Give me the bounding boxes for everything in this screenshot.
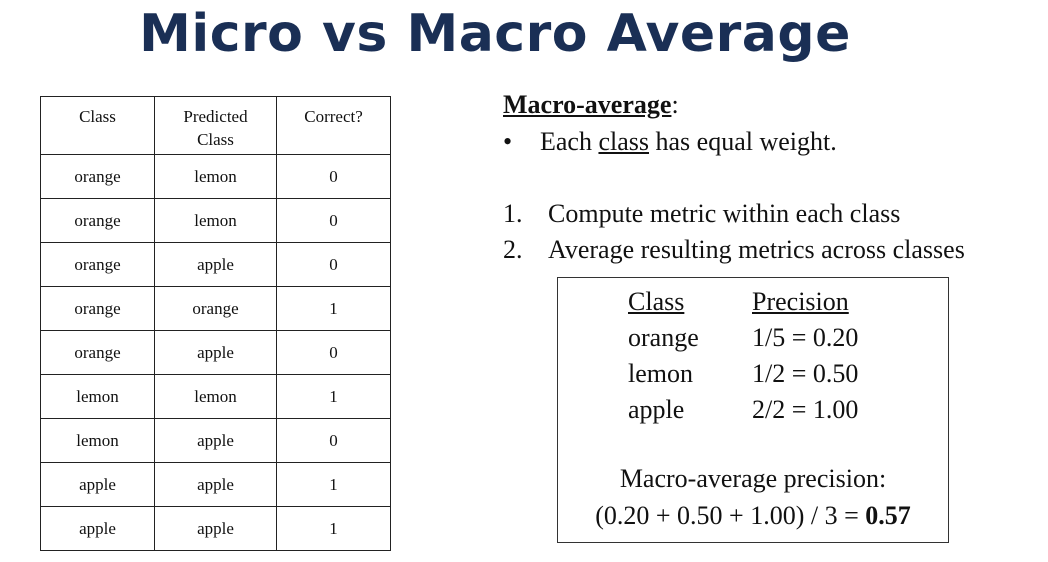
macro-average-precision-label: Macro-average precision: <box>619 464 887 493</box>
cell-correct: 1 <box>276 374 391 419</box>
precision-row-class: orange <box>628 323 699 352</box>
cell-correct: 0 <box>276 154 391 199</box>
bullet-icon: • <box>503 127 513 156</box>
bullet-text-post: has equal weight. <box>655 127 837 156</box>
table-row: apple apple 1 <box>40 462 391 507</box>
cell-class: lemon <box>40 418 155 463</box>
macro-average-heading-text: Macro-average <box>503 90 672 119</box>
macro-average-formula-text: (0.20 + 0.50 + 1.00) / 3 = <box>595 501 859 530</box>
cell-correct: 0 <box>276 330 391 375</box>
cell-predicted-class: apple <box>154 462 277 507</box>
bullet-text-underlined: class <box>598 127 650 156</box>
cell-class: orange <box>40 198 155 243</box>
column-header-correct: Correct? <box>276 96 391 155</box>
cell-class: apple <box>40 506 155 551</box>
macro-average-heading: Macro-average: <box>503 90 679 120</box>
table-row: orange apple 0 <box>40 330 391 375</box>
table-row: orange orange 1 <box>40 286 391 331</box>
table-row: lemon apple 0 <box>40 418 391 463</box>
precision-header-class: Class <box>628 287 685 316</box>
step-1: 1. Compute metric within each class <box>503 199 900 229</box>
step-1-text: Compute metric within each class <box>548 199 901 228</box>
macro-average-formula: (0.20 + 0.50 + 1.00) / 3 = 0.57 <box>558 501 948 531</box>
table-body: orange lemon 0 orange lemon 0 orange apple 0 oran… <box>40 154 391 551</box>
equal-weight-bullet: • Each class has equal weight. <box>503 127 837 157</box>
step-2-text: Average resulting metrics across classes <box>548 235 965 264</box>
table-row: lemon lemon 1 <box>40 374 391 419</box>
cell-class: apple <box>40 462 155 507</box>
precision-table: Class Precision orange 1/5 = 0.20 lemon … <box>628 284 858 428</box>
cell-predicted-class: apple <box>154 242 277 287</box>
cell-predicted-class: lemon <box>154 198 277 243</box>
precision-header-precision-cell: Precision <box>752 284 858 320</box>
cell-predicted-class: orange <box>154 286 277 331</box>
cell-correct: 0 <box>276 242 391 287</box>
cell-correct: 1 <box>276 286 391 331</box>
step-2-number: 2. <box>503 235 523 264</box>
cell-predicted-class: lemon <box>154 374 277 419</box>
cell-class: orange <box>40 286 155 331</box>
precision-header-precision: Precision <box>752 287 849 316</box>
cell-correct: 1 <box>276 506 391 551</box>
cell-class: orange <box>40 154 155 199</box>
precision-row-class: apple <box>628 395 685 424</box>
table-row: orange lemon 0 <box>40 154 391 199</box>
column-header-predicted-class: Predicted Class <box>154 96 277 155</box>
macro-average-heading-colon: : <box>671 90 679 119</box>
bullet-text-pre: Each <box>540 127 592 156</box>
precision-row-value: 1/5 = 0.20 <box>752 323 859 352</box>
precision-row-class: lemon <box>628 359 693 388</box>
cell-predicted-class: apple <box>154 506 277 551</box>
precision-row: apple 2/2 = 1.00 <box>628 392 858 428</box>
table-header-row: Class Predicted Class Correct? <box>40 96 391 155</box>
cell-predicted-class: apple <box>154 330 277 375</box>
table-row: orange apple 0 <box>40 242 391 287</box>
step-2: 2. Average resulting metrics across class… <box>503 235 965 265</box>
cell-correct: 0 <box>276 418 391 463</box>
precision-row-value: 2/2 = 1.00 <box>752 395 859 424</box>
cell-class: orange <box>40 242 155 287</box>
cell-predicted-class: apple <box>154 418 277 463</box>
table-row: apple apple 1 <box>40 506 391 551</box>
column-header-class: Class <box>40 96 155 155</box>
cell-class: lemon <box>40 374 155 419</box>
precision-row-value: 1/2 = 0.50 <box>752 359 859 388</box>
cell-correct: 1 <box>276 462 391 507</box>
slide-title: Micro vs Macro Average <box>139 4 851 64</box>
precision-row: lemon 1/2 = 0.50 <box>628 356 858 392</box>
macro-average-result: 0.57 <box>865 501 911 530</box>
column-header-predicted-class-text: Predicted Class <box>183 107 248 149</box>
step-1-number: 1. <box>503 199 523 228</box>
precision-result-box: Class Precision orange 1/5 = 0.20 lemon … <box>557 277 949 543</box>
precision-header-class-cell: Class <box>628 284 752 320</box>
cell-class: orange <box>40 330 155 375</box>
precision-header-row: Class Precision <box>628 284 858 320</box>
predictions-table: Class Predicted Class Correct? orange lem… <box>40 96 391 551</box>
cell-correct: 0 <box>276 198 391 243</box>
cell-predicted-class: lemon <box>154 154 277 199</box>
precision-row: orange 1/5 = 0.20 <box>628 320 858 356</box>
table-row: orange lemon 0 <box>40 198 391 243</box>
